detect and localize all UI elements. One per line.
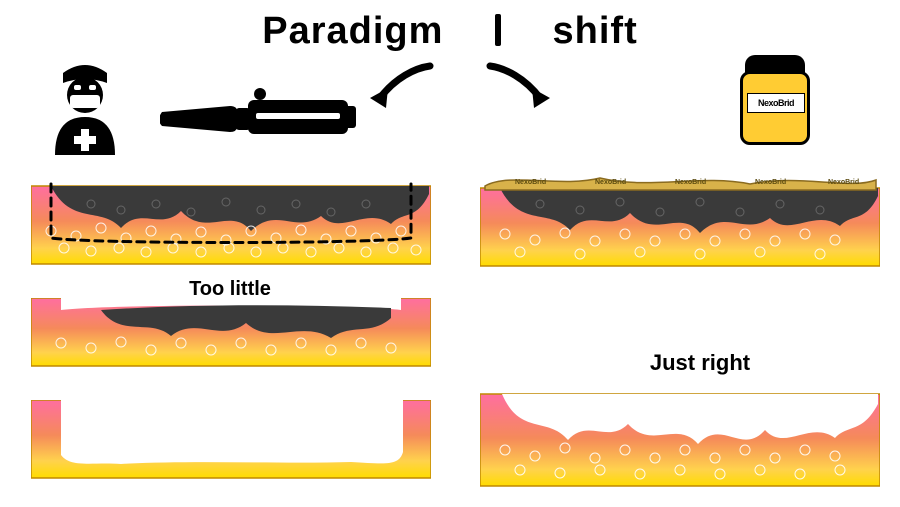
gel-label-5: NexoBrid [828,179,859,186]
title-word-2: shift [553,10,638,52]
tissue-right-just-right [480,388,880,488]
jar-label: NexoBrid [747,93,805,113]
jar-label-text: NexoBrid [758,98,794,108]
title: Paradigm shift [0,10,900,53]
dermatome-icon [160,80,360,160]
tissue-left-too-little [31,298,431,368]
gel-label-1: NexoBrid [515,179,546,186]
surgeon-icon [45,55,125,155]
arrow-left-icon [360,58,450,118]
gel-label-2: NexoBrid [595,179,626,186]
arrow-right-icon [470,58,560,118]
tissue-left-too-much [31,400,431,480]
infographic-stage: Paradigm shift [0,0,900,507]
tissue-left-top [31,176,431,266]
tissue-right-top: NexoBrid NexoBrid NexoBrid NexoBrid Nexo… [480,168,880,268]
label-just-right: Just right [620,350,780,376]
gel-label-3: NexoBrid [675,179,706,186]
nexobrid-jar-icon: NexoBrid [740,55,810,145]
gel-label-4: NexoBrid [755,179,786,186]
title-divider [495,14,501,46]
title-word-1: Paradigm [262,10,443,52]
